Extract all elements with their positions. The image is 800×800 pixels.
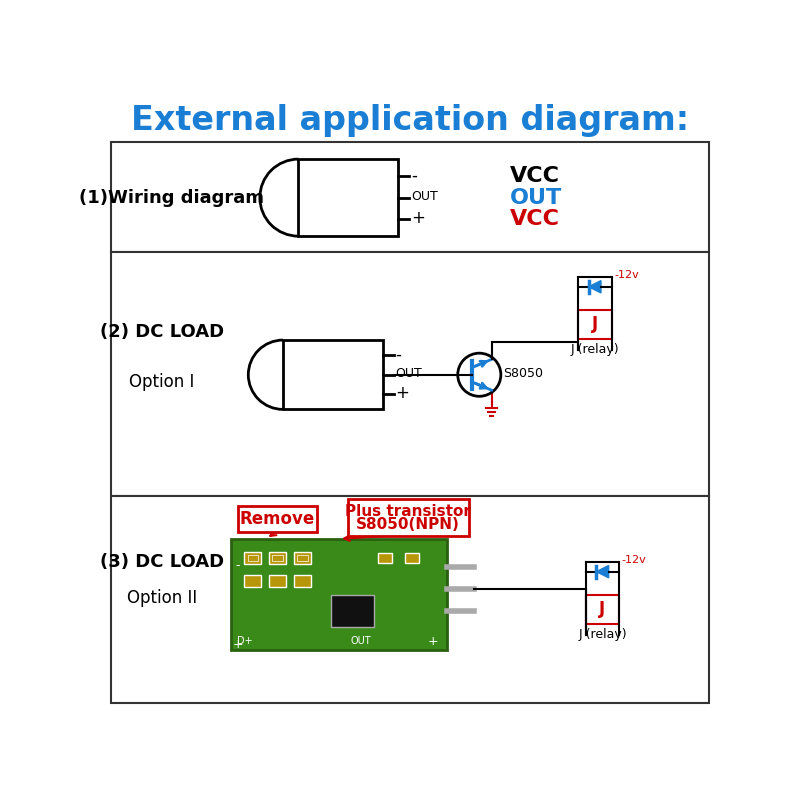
- Bar: [269, 552, 286, 564]
- Bar: [111, 142, 709, 252]
- Text: Remove: Remove: [240, 510, 315, 528]
- Text: OUT: OUT: [510, 188, 562, 208]
- Text: Option I: Option I: [130, 374, 194, 391]
- Bar: [111, 496, 709, 702]
- Text: +: +: [428, 634, 438, 648]
- Text: +: +: [232, 638, 243, 650]
- Text: D+: D+: [238, 636, 253, 646]
- Text: OUT: OUT: [350, 636, 371, 646]
- Text: J: J: [592, 315, 598, 334]
- Text: S8050: S8050: [503, 366, 543, 380]
- Text: External application diagram:: External application diagram:: [131, 104, 689, 137]
- Text: -: -: [395, 346, 402, 363]
- Text: (2) DC LOAD: (2) DC LOAD: [100, 323, 224, 342]
- Bar: [245, 552, 262, 564]
- Text: J: J: [599, 600, 606, 618]
- Bar: [272, 555, 283, 561]
- Bar: [331, 595, 374, 627]
- FancyBboxPatch shape: [231, 538, 447, 650]
- Bar: [297, 555, 307, 561]
- Text: VCC: VCC: [510, 210, 560, 230]
- Text: Option II: Option II: [127, 589, 197, 607]
- Polygon shape: [589, 281, 601, 293]
- Text: -: -: [410, 166, 417, 184]
- Text: J (relay): J (relay): [570, 343, 619, 356]
- Text: S8050(NPN): S8050(NPN): [356, 517, 460, 532]
- Polygon shape: [596, 566, 609, 578]
- Bar: [294, 575, 310, 587]
- Bar: [111, 252, 709, 496]
- Bar: [294, 552, 310, 564]
- Text: OUT: OUT: [410, 190, 438, 203]
- Bar: [406, 553, 419, 563]
- Bar: [378, 553, 392, 563]
- Bar: [578, 310, 612, 339]
- Bar: [283, 340, 383, 410]
- FancyBboxPatch shape: [238, 506, 317, 532]
- Bar: [245, 575, 262, 587]
- Bar: [298, 159, 398, 236]
- Text: (3) DC LOAD: (3) DC LOAD: [100, 553, 224, 571]
- Bar: [586, 594, 619, 624]
- Text: -12v: -12v: [622, 555, 646, 566]
- Text: -: -: [235, 559, 240, 572]
- Text: J (relay): J (relay): [578, 628, 627, 641]
- Text: OUT: OUT: [395, 367, 422, 381]
- Text: (1)Wiring diagram: (1)Wiring diagram: [79, 189, 264, 206]
- Text: VCC: VCC: [510, 166, 560, 186]
- Text: Plus transistor: Plus transistor: [345, 504, 471, 519]
- Bar: [269, 575, 286, 587]
- FancyBboxPatch shape: [348, 499, 469, 536]
- Bar: [247, 555, 258, 561]
- Text: -12v: -12v: [614, 270, 639, 281]
- Text: +: +: [395, 384, 410, 402]
- Text: +: +: [410, 210, 425, 227]
